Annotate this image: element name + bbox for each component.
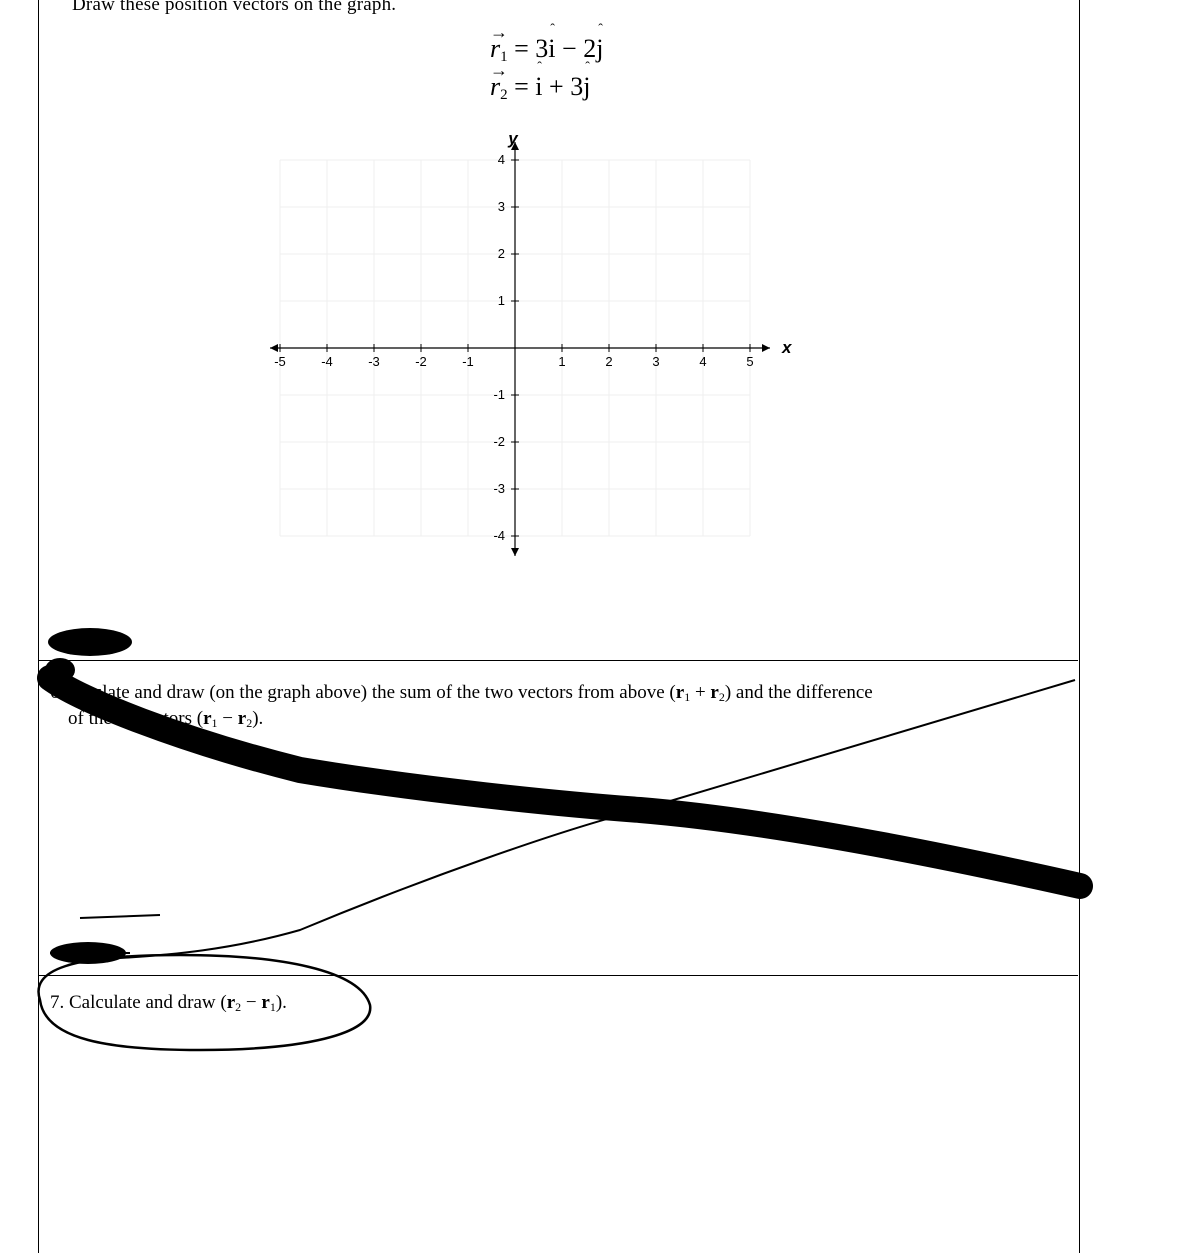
q6-minus: − (218, 708, 238, 729)
eq-coef: 3 (535, 34, 548, 63)
vec-r: r (227, 992, 235, 1013)
svg-text:4: 4 (699, 354, 706, 369)
top-instruction-fragment: Draw these position vectors on the graph… (72, 0, 396, 16)
cartesian-grid: -5-4-3-2-112345-4-3-2-11234yx (250, 130, 810, 615)
eq-unit: i (535, 72, 542, 101)
svg-text:5: 5 (746, 354, 753, 369)
section-divider-1 (38, 660, 1078, 661)
page: Draw these position vectors on the graph… (0, 0, 1200, 1253)
equation-r2: →r2 = ˆi + 3ˆj (490, 72, 603, 104)
q7-text: Calculate and draw ( (64, 992, 226, 1013)
question-7: 7. Calculate and draw (r2 − r1). (50, 992, 287, 1015)
q6-text: ulate and draw (on the graph above) the … (93, 682, 676, 703)
question-6: 6. ulate and draw (on the graph above) t… (50, 680, 1080, 731)
svg-text:-1: -1 (462, 354, 474, 369)
grid-svg: -5-4-3-2-112345-4-3-2-11234yx (250, 130, 810, 610)
svg-text:-5: -5 (274, 354, 286, 369)
vec-r: r (203, 708, 211, 729)
svg-text:4: 4 (498, 152, 505, 167)
vec-r: r (676, 682, 684, 703)
svg-text:-4: -4 (493, 528, 505, 543)
q6-text: ctors ( (155, 708, 203, 729)
q7-minus: − (241, 992, 261, 1013)
vec-r: r (710, 682, 718, 703)
eq-coef: 2 (583, 34, 596, 63)
svg-text:-2: -2 (415, 354, 427, 369)
eq-unit: j (596, 34, 603, 63)
q7-text: ). (276, 992, 287, 1013)
svg-text:2: 2 (605, 354, 612, 369)
eq-op: + (543, 72, 571, 101)
svg-text:-1: -1 (493, 387, 505, 402)
svg-text:-3: -3 (493, 481, 505, 496)
q6-text: ). (252, 708, 263, 729)
q6-line2: of the t ctors (r1 − r2). (68, 708, 263, 729)
q7-number: 7. (50, 992, 64, 1013)
q6-text: of the t (68, 708, 122, 729)
svg-text:1: 1 (498, 293, 505, 308)
q6-text: ) and the difference (725, 682, 873, 703)
eq-unit: j (583, 72, 590, 101)
svg-text:y: y (507, 130, 519, 148)
eq-sub: 2 (500, 87, 508, 103)
eq-op: − (556, 34, 584, 63)
svg-text:-3: -3 (368, 354, 380, 369)
q6-number: 6. (50, 682, 64, 703)
equations: →r1 = 3ˆi − 2ˆj →r2 = ˆi + 3ˆj (490, 28, 603, 110)
vec-r: r (238, 708, 246, 729)
eq-unit: i (548, 34, 555, 63)
svg-text:x: x (781, 338, 793, 357)
svg-text:2: 2 (498, 246, 505, 261)
q6-plus: + (690, 682, 710, 703)
svg-text:3: 3 (498, 199, 505, 214)
section-divider-2 (38, 975, 1078, 976)
svg-text:3: 3 (652, 354, 659, 369)
eq-coef: 3 (570, 72, 583, 101)
svg-text:1: 1 (558, 354, 565, 369)
vec-r: r (261, 992, 269, 1013)
svg-text:-2: -2 (493, 434, 505, 449)
svg-text:-4: -4 (321, 354, 333, 369)
